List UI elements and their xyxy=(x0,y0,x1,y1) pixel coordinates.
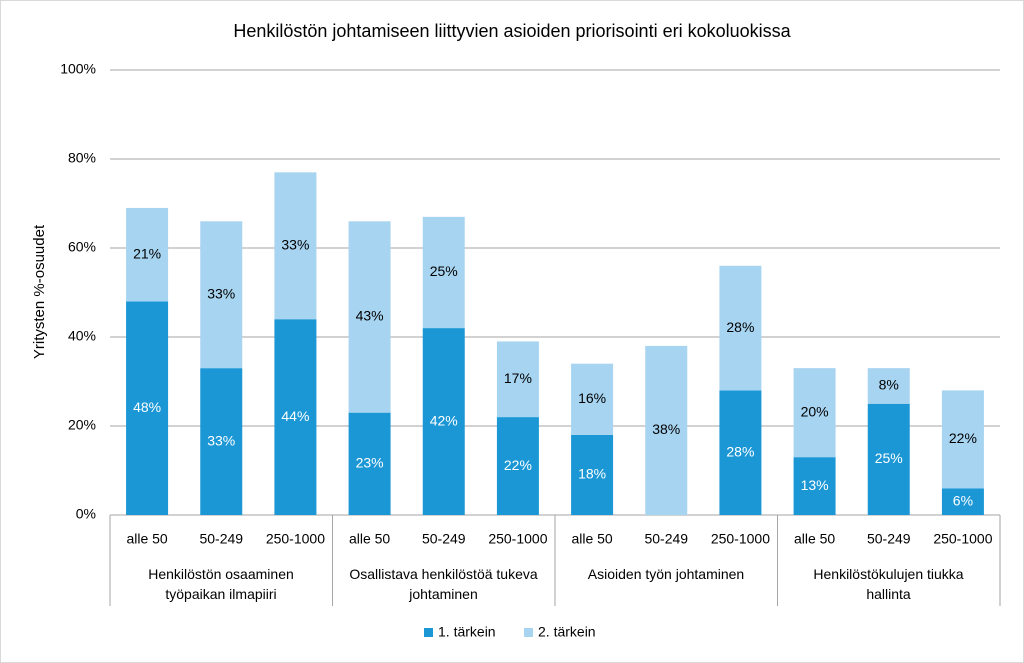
data-label: 21% xyxy=(133,245,161,261)
group-label: Henkilöstön osaaminen työpaikan ilmapiir… xyxy=(148,566,294,602)
y-tick-label: 40% xyxy=(68,328,96,344)
data-label: 33% xyxy=(207,432,235,448)
x-tick-label: alle 50 xyxy=(571,531,612,547)
bar-segment xyxy=(274,172,317,320)
data-label: 33% xyxy=(281,236,309,252)
data-label: 42% xyxy=(430,412,458,428)
bar-segment xyxy=(496,417,539,515)
legend-label: 1. tärkein xyxy=(438,624,496,640)
x-tick-label: alle 50 xyxy=(126,531,167,547)
y-tick-label: 0% xyxy=(76,506,96,522)
legend-label: 2. tärkein xyxy=(538,624,596,640)
x-tick-label: 50-249 xyxy=(644,531,688,547)
x-tick-label: 50-249 xyxy=(422,531,466,547)
data-label: 25% xyxy=(875,450,903,466)
legend-swatch xyxy=(424,628,433,637)
y-tick-label: 20% xyxy=(68,417,96,433)
data-label: 23% xyxy=(356,455,384,471)
data-label: 13% xyxy=(801,477,829,493)
bar-segment xyxy=(274,319,317,515)
bar-segment xyxy=(941,390,984,489)
x-tick-label: 250-1000 xyxy=(488,531,547,547)
x-tick-label: 250-1000 xyxy=(711,531,770,547)
y-tick-label: 60% xyxy=(68,239,96,255)
group-label: Henkilöstökulujen tiukka hallinta xyxy=(813,566,964,602)
x-tick-label: alle 50 xyxy=(349,531,390,547)
data-label: 16% xyxy=(578,390,606,406)
x-tick-label: alle 50 xyxy=(794,531,835,547)
bar-segment xyxy=(719,265,762,391)
bar-segment xyxy=(348,412,391,515)
bar-segment xyxy=(941,488,984,515)
bar-segment xyxy=(422,328,465,515)
y-tick-label: 80% xyxy=(68,150,96,166)
bar-segment xyxy=(571,434,614,515)
data-label: 22% xyxy=(949,430,977,446)
x-tick-label: 250-1000 xyxy=(266,531,325,547)
bar-segment xyxy=(793,368,836,458)
data-label: 17% xyxy=(504,370,532,386)
bar-segment xyxy=(793,457,836,515)
bar-segment xyxy=(867,403,910,515)
x-tick-label: 250-1000 xyxy=(933,531,992,547)
y-tick-label: 100% xyxy=(60,61,96,77)
group-label: Osallistava henkilöstöä tukeva johtamine… xyxy=(349,566,538,602)
data-label: 38% xyxy=(652,421,680,437)
data-label: 6% xyxy=(953,492,973,508)
y-axis-label: Yritysten %-osuudet xyxy=(31,224,48,359)
bar-segment xyxy=(571,363,614,435)
data-label: 28% xyxy=(726,319,754,335)
bar-segment xyxy=(200,221,243,369)
group-label: Asioiden työn johtaminen xyxy=(587,566,745,582)
data-label: 44% xyxy=(281,408,309,424)
bar-segment xyxy=(422,216,465,329)
data-label: 43% xyxy=(356,308,384,324)
data-label: 20% xyxy=(801,403,829,419)
data-label: 48% xyxy=(133,399,161,415)
x-tick-label: 50-249 xyxy=(867,531,911,547)
data-label: 8% xyxy=(879,377,899,393)
data-label: 18% xyxy=(578,466,606,482)
data-label: 22% xyxy=(504,457,532,473)
data-label: 33% xyxy=(207,285,235,301)
x-tick-label: 50-249 xyxy=(199,531,243,547)
chart-title: Henkilöstön johtamiseen liittyvien asioi… xyxy=(233,21,791,41)
bar-segment xyxy=(719,390,762,515)
data-label: 25% xyxy=(430,263,458,279)
bar-segment xyxy=(126,207,169,302)
legend-swatch xyxy=(524,628,533,637)
bar-segment xyxy=(867,368,910,404)
bar-segment xyxy=(645,345,688,515)
bar-segment xyxy=(200,368,243,515)
bar-segment xyxy=(126,301,169,515)
bar-segment xyxy=(496,341,539,418)
data-label: 28% xyxy=(726,443,754,459)
bar-segment xyxy=(348,221,391,413)
